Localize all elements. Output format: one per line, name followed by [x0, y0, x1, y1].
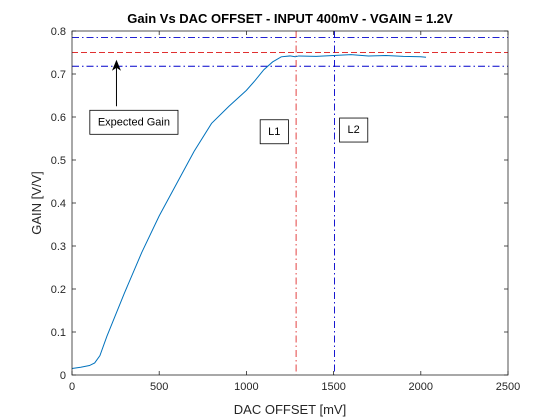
x-tick-label: 1500: [321, 381, 345, 393]
annotation-text: L1: [268, 126, 280, 138]
y-axis: 0 0.1 0.2 0.3 0.4 0.5 0.6 0.7 0.8: [51, 26, 508, 382]
x-axis: 0 500 1000 1500 2000 2500: [69, 31, 520, 393]
y-tick-label: 0.2: [51, 284, 66, 296]
annotation-text: Expected Gain: [98, 116, 170, 128]
series-layer: [71, 54, 427, 370]
chart-title: Gain Vs DAC OFFSET - INPUT 400mV - VGAIN…: [127, 11, 453, 26]
x-tick-label: 1000: [234, 381, 258, 393]
y-tick-label: 0: [60, 370, 66, 382]
annotation-box: [89, 109, 179, 135]
y-tick-label: 0.3: [51, 241, 66, 253]
y-axis-label: GAIN [V/V]: [29, 171, 44, 235]
x-tick-label: 2500: [496, 381, 520, 393]
annotation-box: [259, 119, 289, 145]
y-tick-label: 0.8: [51, 26, 66, 38]
annotation: L1: [259, 119, 289, 145]
x-tick-label: 2000: [409, 381, 433, 393]
gain-series-line: [71, 54, 427, 370]
y-tick-label: 0.1: [51, 327, 66, 339]
annotation-box: [339, 117, 369, 143]
annotation-arrow-head: [111, 59, 121, 71]
y-tick-label: 0.6: [51, 112, 66, 124]
y-tick-label: 0.4: [51, 198, 66, 210]
y-tick-label: 0.7: [51, 69, 66, 81]
annotation: L2: [339, 117, 369, 143]
annotation-layer: Expected Gain L1 L2: [89, 59, 369, 145]
annotation-text: L2: [348, 124, 360, 136]
y-tick-label: 0.5: [51, 155, 66, 167]
plot-area: [72, 31, 508, 375]
x-tick-label: 500: [150, 381, 168, 393]
annotation: Expected Gain: [89, 59, 179, 135]
reference-lines: [72, 31, 508, 375]
x-tick-label: 0: [69, 381, 75, 393]
x-axis-label: DAC OFFSET [mV]: [234, 402, 346, 417]
